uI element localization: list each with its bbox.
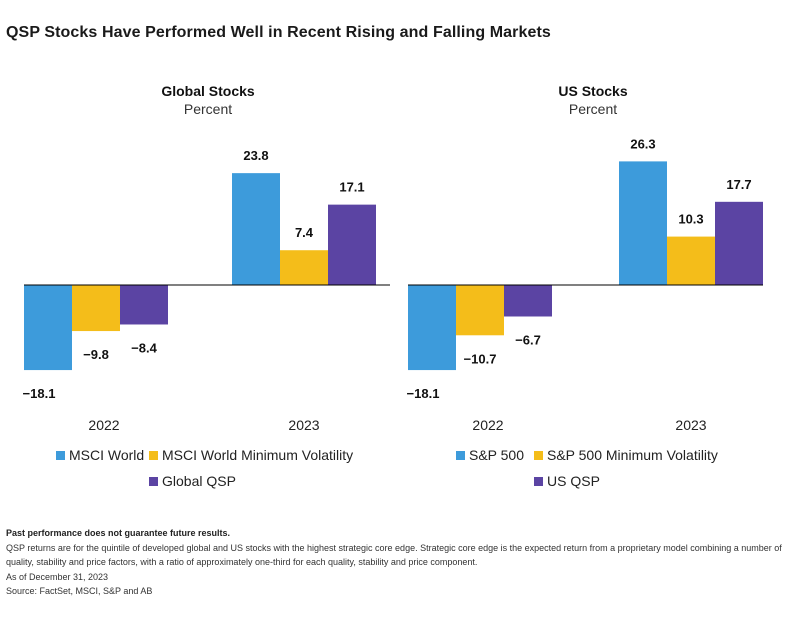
- legend-item-msci-world: MSCI World: [56, 447, 144, 463]
- data-label: −6.7: [515, 332, 541, 347]
- data-label: −8.4: [131, 340, 157, 355]
- legend-swatch: [56, 450, 65, 460]
- data-label: 17.1: [339, 180, 364, 195]
- bar: [328, 204, 376, 285]
- bar: [72, 285, 120, 332]
- chart-subtitle: Percent: [184, 101, 232, 117]
- data-label: −18.1: [407, 386, 440, 401]
- footnote-description: QSP returns are for the quintile of deve…: [6, 542, 782, 568]
- footnotes: Past performance does not guarantee futu…: [6, 526, 796, 599]
- chart-title: Global Stocks: [161, 83, 255, 99]
- legend-label: Global QSP: [162, 473, 236, 489]
- legend-label: MSCI World: [69, 447, 145, 463]
- data-label: 10.3: [678, 212, 703, 227]
- bar: [619, 161, 667, 285]
- bar: [504, 285, 552, 317]
- bar: [456, 285, 504, 336]
- charts-area: Global Stocks Percent −18.1 −9.8 −8.4 2022 23.…: [23, 83, 763, 433]
- bar: [120, 285, 168, 325]
- legend-item-global-qsp: Global QSP: [149, 473, 236, 489]
- footnote-as-of: As of December 31, 2023: [6, 571, 109, 582]
- data-label: 26.3: [630, 136, 655, 151]
- chart-title: US Stocks: [558, 83, 627, 99]
- data-label: −9.8: [83, 347, 109, 362]
- main-title: QSP Stocks Have Performed Well in Recent…: [6, 24, 551, 41]
- legend-item-sp500-min-vol: S&P 500 Minimum Volatility: [534, 447, 718, 463]
- chart-subtitle: Percent: [569, 101, 617, 117]
- x-tick-label: 2022: [88, 417, 119, 433]
- legend-swatch: [534, 450, 543, 460]
- legend-swatch: [534, 476, 543, 486]
- bar: [715, 201, 763, 285]
- data-label: 17.7: [726, 177, 751, 192]
- legend-swatch: [456, 450, 465, 460]
- bar: [408, 285, 456, 371]
- legend-swatch: [149, 476, 158, 486]
- x-tick-label: 2023: [675, 417, 706, 433]
- legend-label: US QSP: [547, 473, 600, 489]
- legend-label: S&P 500: [469, 447, 525, 463]
- data-label: −18.1: [23, 386, 56, 401]
- legend-item-us-qsp: US QSP: [534, 473, 600, 489]
- x-tick-label: 2023: [288, 417, 319, 433]
- legend-label: S&P 500 Minimum Volatility: [547, 447, 718, 463]
- footnote-disclaimer: Past performance does not guarantee futu…: [6, 528, 231, 538]
- legend-item-msci-world-min-vol: MSCI World Minimum Volatility: [149, 447, 353, 463]
- data-label: 23.8: [243, 148, 268, 163]
- x-tick-label: 2022: [472, 417, 503, 433]
- bar: [667, 236, 715, 285]
- legend-label: MSCI World Minimum Volatility: [162, 447, 354, 463]
- bar: [232, 173, 280, 285]
- bar: [280, 250, 328, 285]
- legend-swatch: [149, 450, 158, 460]
- legend-item-sp500: S&P 500: [456, 447, 524, 463]
- data-label: 7.4: [295, 225, 314, 240]
- bar: [24, 285, 72, 371]
- data-label: −10.7: [464, 351, 497, 366]
- footnote-source: Source: FactSet, MSCI, S&P and AB: [6, 586, 153, 596]
